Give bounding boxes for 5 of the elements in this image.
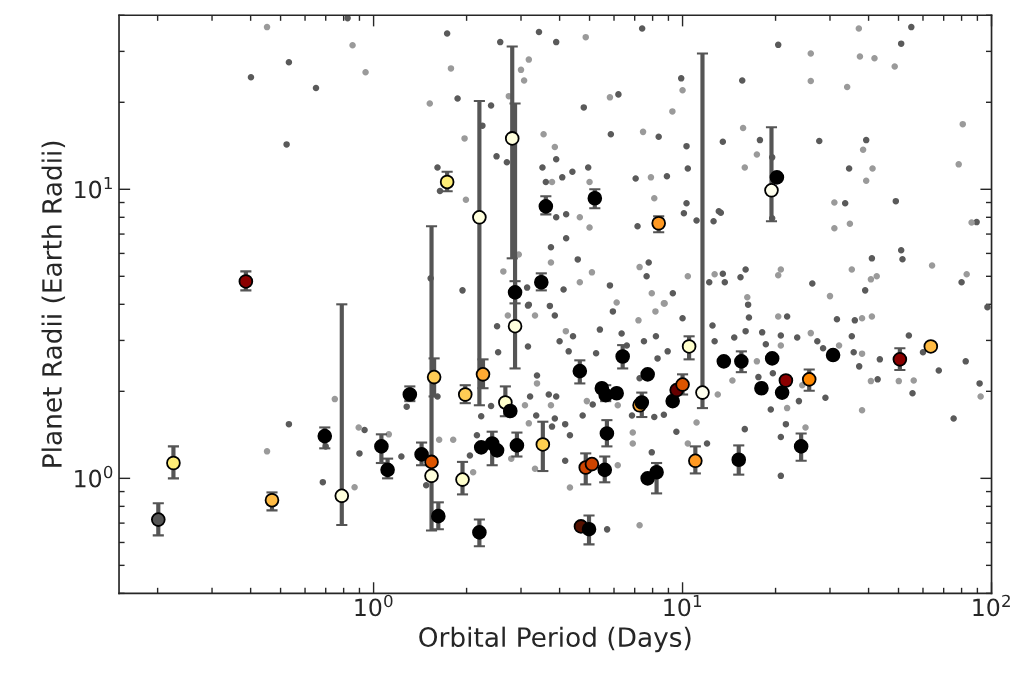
- x-axis-title: Orbital Period (Days): [419, 626, 691, 653]
- x-tick-label: 10$^{1}$: [664, 594, 702, 617]
- y-axis-title: Planet Radii (Earth Radii): [41, 141, 66, 467]
- x-tick-label: 10$^{0}$: [355, 594, 393, 617]
- x-tick-label: 10$^{2}$: [973, 594, 1010, 617]
